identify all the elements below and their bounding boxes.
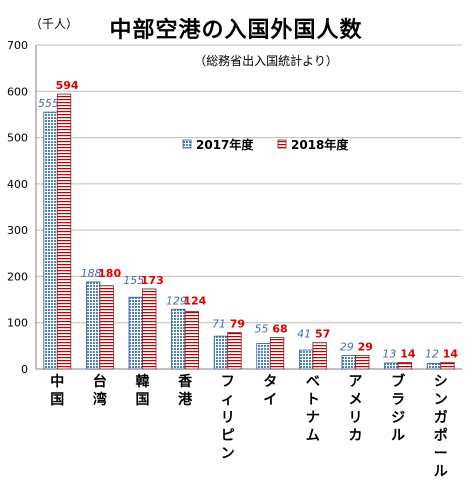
data-label-2017: 555 xyxy=(38,97,59,110)
bar-2018 xyxy=(269,337,285,370)
data-label-2017: 155 xyxy=(123,274,144,287)
bar-2018 xyxy=(440,362,455,370)
x-tick-label: アメリカ xyxy=(349,374,363,444)
data-label-2017: 41 xyxy=(297,328,311,341)
chart-title: 中部空港の入国外国人数 xyxy=(109,18,363,43)
legend-swatch-2017 xyxy=(182,139,192,149)
x-tick-label: ベトナム xyxy=(306,374,320,444)
bar-2017 xyxy=(171,308,186,370)
bar-2018 xyxy=(142,288,157,370)
data-label-2017: 129 xyxy=(166,294,187,307)
x-tick-label: 中国 xyxy=(50,373,64,408)
bar-2017 xyxy=(298,349,314,370)
x-tick-label: シンガポール xyxy=(434,374,448,480)
bar-2018 xyxy=(312,342,327,370)
x-tick-label: 台湾 xyxy=(93,373,107,408)
legend-label-2017: 2017年度 xyxy=(196,137,254,152)
x-tick-label: ブラジル xyxy=(391,373,405,444)
data-label-2018: 180 xyxy=(98,267,121,280)
y-tick-label: 0 xyxy=(21,363,28,376)
data-label-2018: 29 xyxy=(358,341,373,354)
data-label-2017: 29 xyxy=(340,341,354,354)
bar-2018 xyxy=(184,311,200,370)
bar-2017 xyxy=(128,296,143,370)
data-label-2018: 68 xyxy=(272,323,287,336)
data-label-2018: 57 xyxy=(315,328,330,341)
y-tick-label: 400 xyxy=(7,178,28,191)
bar-2018 xyxy=(227,332,242,370)
bar-2017 xyxy=(213,335,229,370)
data-label-2017: 55 xyxy=(255,323,269,336)
data-label-2017: 13 xyxy=(382,348,396,361)
y-tick-label: 100 xyxy=(7,317,28,330)
x-tick-label: 香港 xyxy=(177,373,193,408)
data-label-2018: 14 xyxy=(400,348,416,361)
y-unit-label: （千人） xyxy=(30,17,79,31)
bar-2017 xyxy=(256,343,271,370)
bar-2017 xyxy=(43,111,58,370)
data-label-2018: 173 xyxy=(141,274,164,287)
data-label-2017: 71 xyxy=(212,317,226,330)
bar-2017 xyxy=(426,363,442,370)
bar-2017 xyxy=(86,281,101,370)
bar-2017 xyxy=(384,362,399,370)
legend-label-2018: 2018年度 xyxy=(291,137,349,152)
data-label-2017: 188 xyxy=(81,267,102,280)
y-tick-label: 500 xyxy=(7,132,28,145)
data-label-2018: 124 xyxy=(183,294,206,307)
y-tick-label: 600 xyxy=(7,85,28,98)
data-label-2018: 79 xyxy=(230,317,245,330)
y-tick-label: 700 xyxy=(7,39,28,52)
data-label-2017: 12 xyxy=(425,348,439,361)
x-tick-label: 韓国 xyxy=(136,373,150,408)
x-tick-label: フィリピン xyxy=(221,374,235,462)
legend-swatch-2018 xyxy=(277,139,287,149)
bar-2017 xyxy=(341,355,356,370)
bar-2018 xyxy=(56,93,72,370)
data-label-2018: 14 xyxy=(443,348,459,361)
bar-2018 xyxy=(99,285,114,370)
x-tick-label: タイ xyxy=(263,374,277,408)
data-label-2018: 594 xyxy=(56,79,79,92)
bar-2018 xyxy=(397,362,413,370)
y-tick-label: 300 xyxy=(7,224,28,237)
chart-subtitle: （総務省出入国統計より） xyxy=(194,54,338,68)
y-tick-label: 200 xyxy=(7,270,28,283)
bar-2018 xyxy=(355,355,370,370)
